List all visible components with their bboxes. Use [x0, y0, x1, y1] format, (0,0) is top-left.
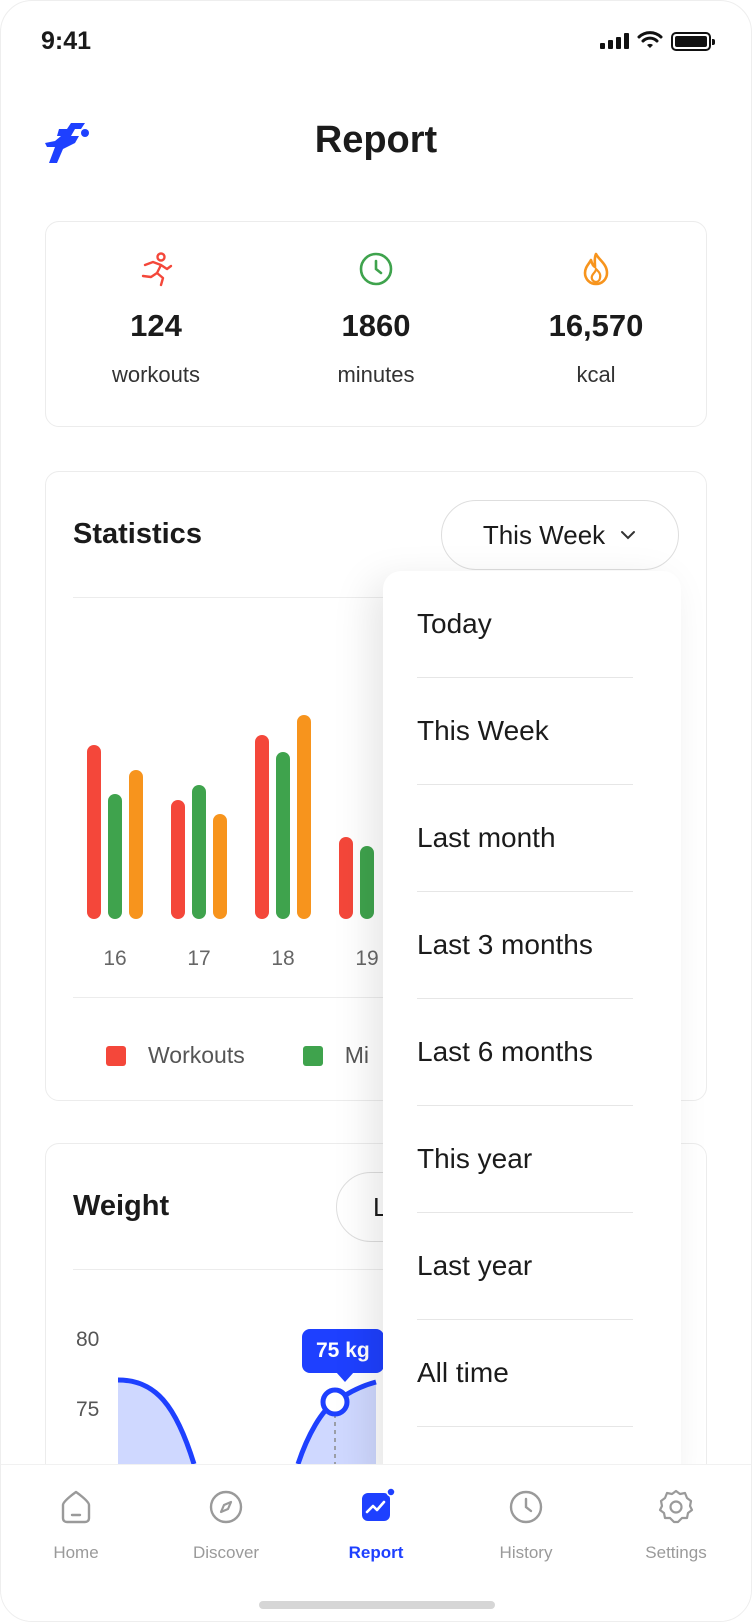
kcal-value: 16,570 [548, 308, 644, 343]
workouts-label: workouts [111, 362, 201, 387]
statistics-legend: Workouts Mi [106, 1042, 427, 1069]
clock-icon [509, 1490, 543, 1524]
weight-line-chart [117, 1377, 377, 1465]
bar-minutes-19 [360, 846, 374, 919]
chart-icon [362, 1487, 396, 1521]
tab-home-label: Home [53, 1543, 99, 1562]
bottom-tab-bar: Home Discover Report History [1, 1465, 751, 1621]
x-tick-label: 18 [271, 947, 295, 970]
tab-history[interactable]: History [451, 1465, 601, 1621]
legend-swatch-minutes [302, 1045, 323, 1066]
tab-home[interactable]: Home [1, 1465, 151, 1621]
period-option[interactable]: Last 3 months [417, 892, 633, 999]
running-figure-icon [45, 123, 89, 163]
x-tick-label: 16 [103, 947, 127, 970]
period-option[interactable]: This year [417, 1106, 633, 1213]
status-time: 9:41 [41, 27, 92, 55]
minutes-value: 1860 [341, 308, 411, 343]
weight-y-tick-80: 80 [76, 1328, 100, 1351]
period-option[interactable]: Last month [417, 785, 633, 892]
x-tick-label: 17 [187, 947, 211, 970]
period-option[interactable]: All time [417, 1320, 633, 1427]
kcal-label: kcal [576, 362, 616, 387]
weight-divider [73, 1269, 679, 1270]
running-icon [141, 252, 173, 287]
bar-kcal-17 [213, 814, 227, 919]
period-dropdown-menu: Today This Week Last month Last 3 months Las… [383, 571, 681, 1491]
summary-card: 124 workouts 1860 minutes 16,570 kcal [45, 221, 707, 427]
bar-minutes-18 [276, 752, 290, 919]
weight-y-tick-75: 75 [76, 1398, 100, 1421]
tab-settings-label: Settings [645, 1543, 707, 1562]
statistics-divider-bottom [73, 997, 679, 998]
legend-label-minutes: Mi [344, 1042, 369, 1068]
period-option[interactable]: This Week [417, 678, 633, 785]
tab-discover[interactable]: Discover [151, 1465, 301, 1621]
statistics-bar-chart: 16 17 18 19 [46, 472, 706, 1100]
clock-icon [359, 252, 393, 286]
period-option[interactable]: Last year [417, 1213, 633, 1320]
bar-workouts-17 [171, 800, 185, 919]
period-option[interactable]: Last 6 months [417, 999, 633, 1106]
flame-icon [583, 252, 609, 286]
bar-workouts-16 [87, 745, 101, 919]
legend-swatch-workouts [106, 1045, 126, 1066]
period-select-button[interactable]: This Week [441, 500, 679, 570]
wifi-icon [637, 31, 663, 48]
summary-workouts: 124 workouts [46, 222, 266, 426]
legend-label-workouts: Workouts [148, 1042, 245, 1068]
x-tick-label: 19 [355, 947, 379, 970]
tab-discover-label: Discover [192, 1543, 260, 1562]
tab-settings[interactable]: Settings [601, 1465, 751, 1621]
bar-minutes-17 [192, 785, 206, 919]
gear-icon [658, 1489, 694, 1524]
bar-workouts-18 [255, 735, 269, 919]
period-option[interactable]: Today [417, 571, 633, 678]
battery-icon [671, 31, 715, 51]
minutes-label: minutes [337, 362, 415, 387]
statistics-title: Statistics [73, 518, 202, 550]
home-icon [61, 1490, 91, 1524]
signal-icon [600, 33, 629, 49]
period-select-label: This Week [482, 519, 606, 550]
tab-history-label: History [499, 1543, 553, 1562]
weight-tooltip: 75 kg [302, 1329, 384, 1382]
workouts-value: 124 [130, 308, 182, 343]
summary-minutes: 1860 minutes [266, 222, 486, 426]
status-icons [600, 31, 715, 51]
bar-kcal-18 [297, 715, 311, 919]
bar-kcal-16 [129, 770, 143, 919]
weight-title: Weight [73, 1190, 170, 1222]
compass-icon [209, 1490, 243, 1524]
tab-report-label: Report [348, 1543, 404, 1562]
chevron-down-icon [621, 531, 636, 540]
page-title: Report [314, 119, 438, 161]
tab-report[interactable]: Report [301, 1465, 451, 1621]
bar-minutes-16 [108, 794, 122, 919]
home-indicator [259, 1601, 495, 1609]
statistics-divider-top [73, 597, 679, 598]
bar-workouts-19 [339, 837, 353, 919]
summary-kcal: 16,570 kcal [486, 222, 706, 426]
